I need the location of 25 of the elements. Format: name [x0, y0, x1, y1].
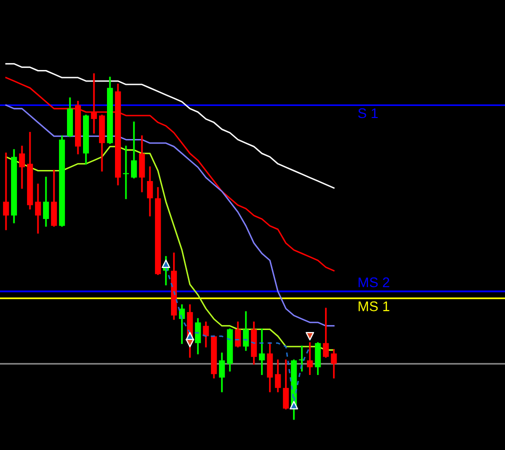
ref-line-label: S 1 — [358, 108, 378, 118]
candlestick — [146, 166, 153, 216]
candlestick — [322, 308, 329, 358]
ref-line-label: MS 2 — [358, 277, 390, 288]
candlestick — [130, 122, 137, 178]
point — [290, 400, 298, 410]
candlestick — [202, 322, 209, 348]
candlestick — [35, 184, 41, 234]
candlestick — [234, 322, 241, 348]
candlestick — [274, 360, 281, 392]
point — [306, 332, 314, 340]
candlestick — [122, 146, 129, 200]
candlestick — [330, 349, 337, 378]
candlestick — [19, 146, 25, 189]
ref-line-label: MS 1 — [358, 301, 390, 312]
candlestick — [218, 352, 225, 392]
candlestick — [194, 318, 201, 354]
candlestick — [306, 342, 313, 375]
candlestick — [3, 152, 9, 230]
point — [186, 338, 194, 348]
point — [162, 260, 170, 268]
candlestick — [282, 360, 289, 410]
candlestick — [242, 311, 249, 351]
candlestick — [43, 176, 49, 227]
candlestick — [258, 328, 265, 375]
